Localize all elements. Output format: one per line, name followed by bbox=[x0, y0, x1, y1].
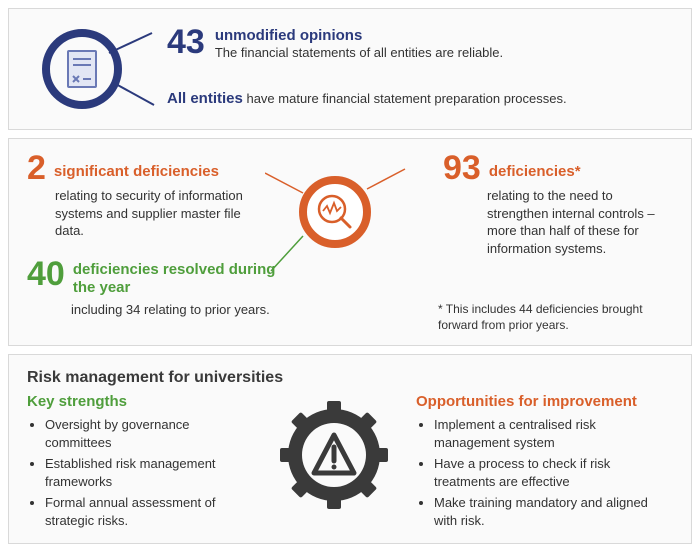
significant-heading: significant deficiencies bbox=[54, 151, 219, 180]
gear-icon-wrap bbox=[264, 393, 404, 533]
resolved-body: including 34 relating to prior years. bbox=[27, 301, 277, 319]
entities-bold: All entities bbox=[167, 90, 243, 107]
magnify-icon-wrap bbox=[296, 173, 374, 256]
significant-body: relating to security of information syst… bbox=[27, 187, 257, 240]
deficiencies-count: 93 bbox=[443, 151, 481, 185]
risk-title: Risk management for universities bbox=[27, 369, 673, 387]
significant-count: 2 bbox=[27, 151, 46, 185]
significant-deficiencies-block: 2 significant deficiencies relating to s… bbox=[27, 151, 257, 240]
list-item: Oversight by governance committees bbox=[45, 416, 252, 451]
opinions-icon-wrap bbox=[27, 23, 137, 115]
document-icon bbox=[40, 27, 124, 111]
gear-warning-icon bbox=[278, 399, 390, 511]
deficiencies-body: relating to the need to strengthen inter… bbox=[443, 187, 673, 257]
strengths-heading: Key strengths bbox=[27, 393, 252, 410]
opinions-count: 43 bbox=[167, 25, 205, 59]
list-item: Implement a centralised risk management … bbox=[434, 416, 673, 451]
opportunities-block: Opportunities for improvement Implement … bbox=[416, 393, 673, 533]
deficiencies-block: 93 deficiencies* relating to the need to… bbox=[443, 151, 673, 257]
list-item: Formal annual assessment of strategic ri… bbox=[45, 494, 252, 529]
resolved-deficiencies-block: 40 deficiencies resolved during the year… bbox=[27, 257, 277, 319]
opportunities-list: Implement a centralised risk management … bbox=[416, 416, 673, 529]
list-item: Established risk management frameworks bbox=[45, 455, 252, 490]
resolved-count: 40 bbox=[27, 257, 65, 291]
opinions-sub: The financial statements of all entities… bbox=[215, 44, 503, 62]
entities-rest: have mature financial statement preparat… bbox=[243, 91, 567, 106]
opportunities-heading: Opportunities for improvement bbox=[416, 393, 673, 410]
panel-deficiencies: 2 significant deficiencies relating to s… bbox=[8, 138, 692, 346]
resolved-heading: deficiencies resolved during the year bbox=[73, 257, 277, 297]
deficiencies-heading: deficiencies* bbox=[489, 151, 581, 180]
strengths-list: Oversight by governance committees Estab… bbox=[27, 416, 252, 529]
list-item: Have a process to check if risk treatmen… bbox=[434, 455, 673, 490]
opinions-heading: unmodified opinions bbox=[215, 27, 503, 44]
magnify-icon bbox=[296, 173, 374, 251]
panel-risk: Risk management for universities Key str… bbox=[8, 354, 692, 544]
key-strengths-block: Key strengths Oversight by governance co… bbox=[27, 393, 252, 533]
panel-opinions: 43 unmodified opinions The financial sta… bbox=[8, 8, 692, 130]
deficiencies-footnote: * This includes 44 deficiencies brought … bbox=[438, 301, 673, 333]
list-item: Make training mandatory and aligned with… bbox=[434, 494, 673, 529]
